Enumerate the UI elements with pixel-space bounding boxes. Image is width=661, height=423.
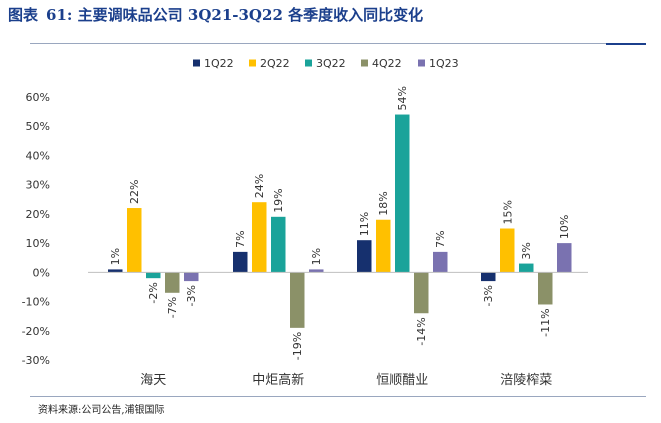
x-axis: 海天 中炬高新 恒顺醋业 涪陵榨菜 (88, 271, 588, 388)
bar-1q23-0 (184, 272, 199, 282)
data-label: 22% (128, 180, 141, 204)
legend-label-3q22: 3Q22 (316, 57, 346, 70)
bar-2q22-2 (376, 219, 391, 273)
bar-2q22-3 (500, 228, 515, 273)
data-labels: 1% 7% 11% -3% 22% 24% 18% 15% -2% 19% 54% 3% -7% -19%… (109, 86, 571, 360)
y-tick-label: -30% (22, 354, 50, 367)
data-label: 10% (558, 215, 571, 239)
legend-swatch-1q23 (418, 59, 425, 67)
data-label: -3% (482, 285, 495, 306)
legend-label-1q22: 1Q22 (204, 57, 234, 70)
bar-1q23-2 (433, 251, 448, 273)
x-category-label: 海天 (140, 373, 166, 388)
y-tick-label: -10% (22, 296, 50, 309)
data-label: 3% (520, 242, 533, 259)
legend-label-1q23: 1Q23 (429, 57, 459, 70)
legend-label-4q22: 4Q22 (372, 57, 402, 70)
data-label: 1% (310, 248, 323, 265)
legend-swatch-2q22 (249, 59, 256, 67)
bar-4q22-0 (165, 272, 180, 293)
bar-2q22-0 (127, 208, 142, 273)
data-label: 11% (358, 212, 371, 236)
y-tick-label: 10% (26, 237, 50, 250)
legend-swatch-3q22 (305, 59, 312, 67)
data-label: 15% (501, 200, 514, 224)
x-category-label: 中炬高新 (252, 372, 304, 388)
figure-label: 图表 (8, 6, 39, 24)
data-label: -2% (147, 282, 160, 303)
y-tick-label: 20% (26, 208, 50, 221)
bar-1q23-1 (309, 269, 324, 273)
legend-swatch-1q22 (193, 59, 200, 67)
data-label: 7% (434, 230, 447, 247)
bar-4q22-2 (414, 272, 429, 314)
bar-3q22-0 (146, 272, 161, 279)
y-tick-label: -20% (22, 325, 50, 338)
data-label: 54% (396, 86, 409, 110)
legend: 1Q22 2Q22 3Q22 4Q22 1Q23 (193, 57, 459, 70)
bar-3q22-2 (395, 114, 410, 273)
data-label: 18% (377, 191, 390, 215)
source-note: 资料来源:公司公告,浦银国际 (38, 405, 165, 416)
bar-1q23-3 (557, 243, 572, 273)
y-axis: 60% 50% 40% 30% 20% 10% 0% -10% -20% -30% (22, 91, 50, 367)
bar-1q22-0 (108, 269, 123, 273)
y-tick-label: 50% (26, 120, 50, 133)
legend-label-2q22: 2Q22 (260, 57, 290, 70)
data-label: -19% (291, 332, 304, 360)
figure-number: 61: (46, 6, 73, 24)
data-label: 24% (253, 174, 266, 198)
top-divider-accent (606, 43, 646, 45)
x-category-label: 涪陵榨菜 (500, 372, 552, 388)
bar-3q22-3 (519, 263, 534, 273)
y-tick-label: 30% (26, 179, 50, 192)
y-tick-label: 40% (26, 149, 50, 162)
bars (108, 114, 572, 328)
y-tick-label: 60% (26, 91, 50, 104)
data-label: -7% (166, 297, 179, 318)
legend-swatch-4q22 (361, 59, 368, 67)
bottom-divider (30, 396, 646, 397)
bar-2q22-1 (252, 202, 267, 273)
bar-4q22-1 (290, 272, 305, 328)
bar-1q22-3 (481, 272, 496, 282)
bar-3q22-1 (271, 216, 286, 273)
data-label: -11% (539, 308, 552, 336)
bar-1q22-1 (233, 251, 248, 273)
data-label: 19% (272, 188, 285, 212)
figure-title-text: 主要调味品公司 3Q21-3Q22 各季度收入同比变化 (77, 6, 424, 24)
data-label: 7% (234, 230, 247, 247)
bar-4q22-3 (538, 272, 553, 305)
y-tick-label: 0% (33, 266, 50, 279)
figure-title: 图表 61: 主要调味品公司 3Q21-3Q22 各季度收入同比变化 (8, 0, 423, 30)
bar-1q22-2 (357, 240, 372, 273)
data-label: 1% (109, 248, 122, 265)
top-divider (30, 43, 646, 45)
x-category-label: 恒顺醋业 (376, 372, 428, 388)
data-label: -14% (415, 317, 428, 345)
data-label: -3% (185, 285, 198, 306)
